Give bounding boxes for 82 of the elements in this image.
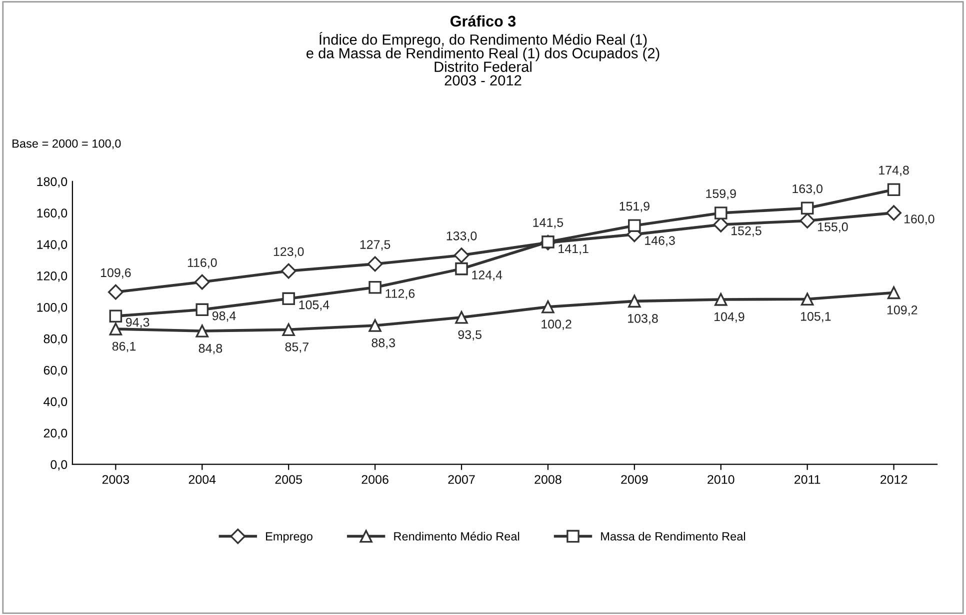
- data-label: 88,3: [372, 338, 395, 349]
- point: [282, 323, 295, 336]
- point: [628, 219, 641, 232]
- data-label: 93,5: [458, 330, 482, 341]
- data-label: 109,6: [100, 268, 131, 279]
- point: [455, 310, 468, 324]
- point: [800, 213, 816, 228]
- point: [454, 248, 470, 264]
- point: [455, 262, 468, 276]
- legend-label: Emprego: [266, 532, 312, 543]
- point: [280, 263, 296, 279]
- x-tick-label: 2007: [448, 475, 475, 484]
- point: [628, 294, 641, 308]
- point: [109, 322, 122, 336]
- data-label: 124,4: [472, 270, 502, 281]
- data-label: 104,9: [714, 312, 744, 323]
- y-tick-label: 20,0: [44, 428, 68, 440]
- y-tick-label: 180,0: [37, 177, 68, 188]
- data-label: 84,8: [198, 344, 222, 354]
- legend-label: Rendimento Médio Real: [394, 532, 520, 541]
- text: Base = 2000 = 100,0: [12, 139, 121, 150]
- x-tick-label: 2003: [102, 475, 130, 484]
- data-label: 141,1: [558, 244, 588, 255]
- data-label: 146,3: [645, 236, 675, 246]
- y-tick-label: 120,0: [37, 272, 68, 282]
- point: [196, 303, 209, 316]
- x-tick-label: 2011: [794, 475, 820, 484]
- x-tick-label: 2004: [188, 475, 216, 484]
- data-label: 116,0: [188, 258, 217, 269]
- point: [800, 292, 814, 306]
- x-tick-label: 2006: [362, 475, 388, 484]
- data-label: 86,1: [112, 342, 136, 352]
- data-label: 163,0: [792, 184, 822, 195]
- data-label: 100,2: [542, 320, 572, 330]
- y-tick-label: 80,0: [44, 334, 68, 345]
- y-tick-label: 140,0: [37, 240, 68, 250]
- point: [714, 206, 728, 220]
- chart-title: Gráfico 3: [450, 15, 516, 27]
- data-label: 98,4: [212, 311, 236, 322]
- data-label: 105,4: [299, 300, 330, 311]
- x-tick-label: 2009: [621, 475, 648, 484]
- y-tick-label: 60,0: [44, 366, 68, 376]
- point: [109, 310, 122, 323]
- point: [282, 292, 295, 306]
- point: [194, 274, 210, 290]
- point: [367, 256, 383, 272]
- x-tick-label: 2010: [708, 475, 734, 484]
- point: [800, 202, 814, 215]
- point: [196, 324, 209, 338]
- data-label: 123,0: [274, 247, 304, 258]
- point: [542, 300, 554, 314]
- data-label: 94,3: [126, 318, 150, 328]
- x-tick-label: 2008: [534, 475, 562, 484]
- x-tick-label: 2005: [275, 475, 302, 484]
- data-label: 141,5: [533, 218, 564, 228]
- data-label: 133,0: [446, 231, 477, 242]
- data-label: 103,8: [628, 314, 658, 324]
- point: [368, 280, 382, 294]
- legend-label: Massa de Rendimento Real: [601, 532, 746, 541]
- data-label: 152,5: [732, 226, 762, 237]
- point: [714, 293, 728, 306]
- data-label: 160,0: [904, 214, 934, 225]
- y-tick-label: 100,0: [37, 302, 68, 314]
- chart-subtitle: Índice do Emprego, do Rendimento Médio Real (1) e da Massa de Rendimento Real (1) dos Ocupados (2) Distrito Federal 2003 - 2012: [306, 32, 660, 86]
- data-label: 155,0: [818, 222, 848, 233]
- y-tick-label: 40,0: [44, 397, 68, 408]
- data-label: 174,8: [879, 166, 909, 176]
- y-tick-label: 0,0: [50, 460, 68, 470]
- data-label: 105,1: [800, 312, 831, 322]
- point: [887, 183, 900, 196]
- point: [368, 319, 382, 332]
- point: [108, 284, 124, 300]
- data-label: 112,6: [386, 289, 415, 300]
- data-label: 159,9: [706, 189, 736, 200]
- data-label: 109,2: [887, 306, 918, 316]
- data-label: 85,7: [285, 342, 308, 353]
- point: [887, 286, 900, 300]
- x-tick-label: 2012: [880, 475, 908, 484]
- data-label: 151,9: [620, 202, 650, 212]
- y-tick-label: 160,0: [37, 208, 68, 219]
- data-label: 127,5: [360, 240, 390, 250]
- point: [886, 205, 902, 221]
